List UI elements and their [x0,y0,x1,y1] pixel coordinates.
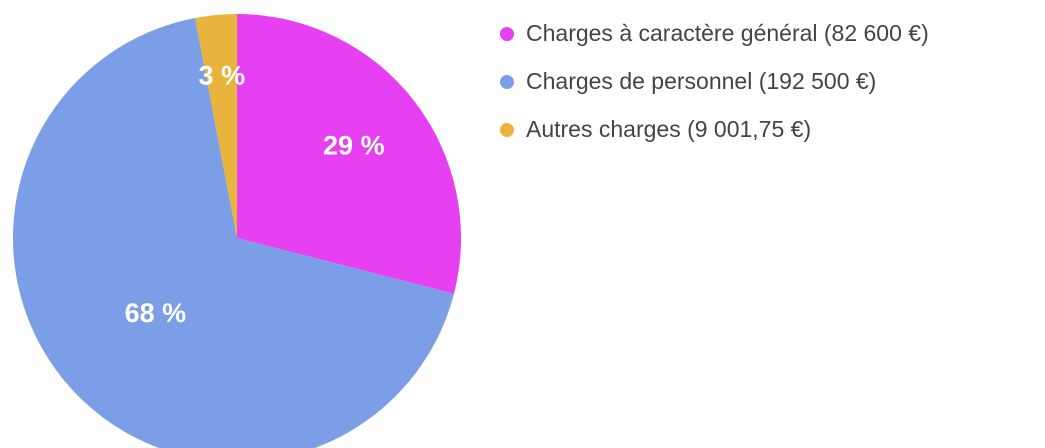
legend-label: Autres charges (9 001,75 €) [526,116,811,142]
legend-marker [500,123,514,137]
slice-label: 29 % [323,131,385,161]
legend-marker [500,27,514,41]
pie-slice [195,14,237,238]
slice-label: 68 % [125,298,187,328]
slice-label: 3 % [199,61,246,91]
legend-marker [500,75,514,89]
pie-slice [237,14,461,294]
legend-label: Charges de personnel (192 500 €) [526,68,876,94]
legend-label: Charges à caractère général (82 600 €) [526,20,929,46]
pie-slice [13,17,454,448]
